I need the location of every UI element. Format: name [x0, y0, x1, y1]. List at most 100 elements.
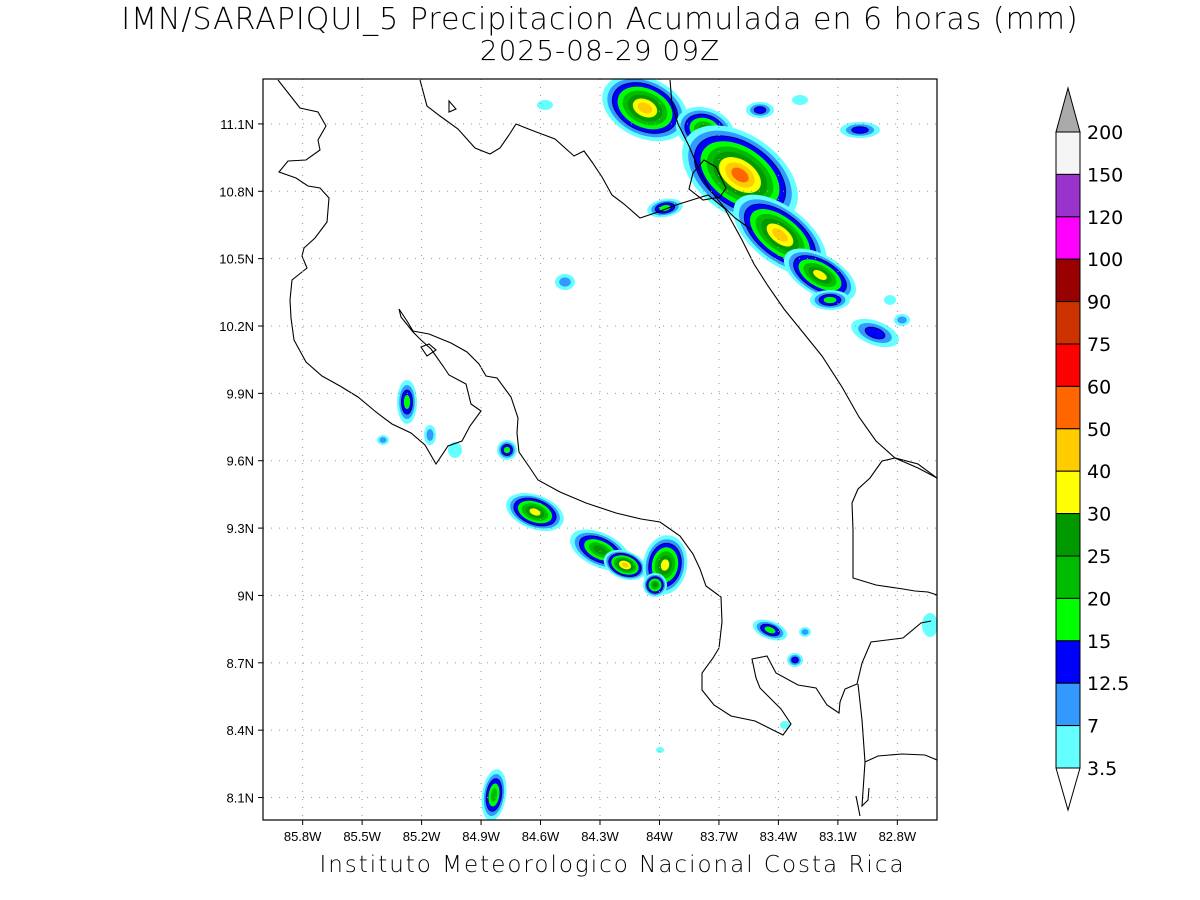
precip-contour	[593, 545, 607, 555]
precip-cell	[555, 274, 575, 290]
lat-tick-label: 8.1N	[227, 791, 254, 806]
precip-cell	[643, 573, 667, 597]
map-frame	[262, 78, 938, 821]
lon-tick-label: 83.4W	[760, 829, 798, 844]
lon-tick-label: 82.8W	[879, 829, 917, 844]
lat-tick-label: 8.4N	[227, 723, 254, 738]
nicaragua-border	[669, 79, 753, 231]
colorbar-label: 120	[1087, 207, 1123, 229]
lat-tick-label: 10.2N	[219, 319, 254, 334]
precip-cell	[810, 290, 850, 310]
island-1	[448, 99, 457, 113]
lon-tick-label: 84.9W	[462, 829, 500, 844]
lake-border	[688, 159, 727, 201]
precip-contour	[801, 629, 809, 635]
precip-contour	[791, 656, 799, 664]
precip-contour	[656, 747, 664, 753]
lat-tick-label: 9.3N	[227, 521, 254, 536]
lon-tick-label: 84W	[646, 829, 673, 844]
colorbar-swatch	[1055, 216, 1081, 260]
precip-cell	[884, 295, 896, 305]
colorbar-label: 12.5	[1087, 673, 1129, 695]
lat-tick-label: 9N	[237, 588, 254, 603]
lat-tick-label: 10.8N	[219, 184, 254, 199]
precip-cell	[481, 769, 507, 820]
precip-contour	[490, 788, 498, 802]
colorbar-label: 200	[1087, 122, 1123, 144]
lon-tick-label: 85.5W	[343, 829, 381, 844]
map-timestamp: 2025-08-29 09Z	[479, 34, 721, 67]
lon-tick-label: 85.8W	[284, 829, 322, 844]
precip-contour	[403, 395, 411, 409]
colorbar-label: 15	[1087, 631, 1111, 653]
lon-tick-label: 85.2W	[403, 829, 441, 844]
colorbar-swatch	[1055, 597, 1081, 642]
colorbar-top-arrow	[1055, 86, 1081, 133]
precip-cell	[377, 435, 389, 445]
colorbar-label: 20	[1087, 588, 1111, 610]
colorbar-swatch	[1055, 470, 1081, 515]
precipitation-field	[377, 79, 937, 820]
panama-border	[851, 457, 937, 596]
colorbar-swatch	[1055, 640, 1081, 684]
colorbar-swatch	[1055, 513, 1081, 557]
colorbar-swatch	[1055, 131, 1081, 175]
lat-tick-label: 11.1N	[220, 117, 254, 132]
precip-cell	[506, 493, 564, 531]
precip-contour	[660, 559, 670, 571]
precip-cell	[424, 425, 436, 445]
lon-tick-label: 84.6W	[522, 829, 560, 844]
precip-cell	[570, 529, 630, 571]
map-gridlines	[263, 79, 937, 820]
lat-tick-label: 8.7N	[227, 656, 254, 671]
precip-contour	[503, 446, 511, 454]
precip-contour	[753, 106, 767, 114]
colorbar-label: 90	[1087, 292, 1111, 314]
colorbar-label: 3.5	[1087, 758, 1117, 780]
colorbar-swatch	[1055, 343, 1081, 387]
precip-cell	[787, 653, 803, 667]
coastlines	[277, 79, 937, 817]
precip-contour	[448, 442, 462, 458]
precip-contour	[864, 326, 886, 340]
precip-contour	[731, 167, 749, 183]
footer-credit: Instituto Meteorologico Nacional Costa R…	[319, 852, 906, 878]
longitude-ticks: 85.8W 85.5W 85.2W 84.9W 84.6W 84.3W 84W 83.7W 83…	[284, 820, 917, 844]
precip-cell	[537, 100, 553, 110]
precip-cell	[922, 613, 937, 637]
island-2	[420, 343, 437, 357]
colorbar-swatch	[1055, 555, 1081, 599]
colorbar-label: 7	[1087, 716, 1099, 738]
precip-contour	[922, 613, 937, 637]
colorbar-label: 30	[1087, 504, 1111, 526]
precip-cell	[894, 314, 910, 326]
precip-contour	[813, 269, 827, 281]
precip-contour	[851, 126, 869, 134]
precip-cell	[752, 619, 788, 641]
precip-cell	[780, 721, 790, 729]
colorbar-label: 40	[1087, 461, 1111, 483]
lat-tick-label: 9.9N	[227, 386, 254, 401]
border-south	[857, 683, 870, 808]
peninsula-south-tip	[855, 795, 861, 817]
precip-cell	[602, 79, 688, 142]
colorbar-swatch	[1055, 682, 1081, 727]
map-title: IMN/SARAPIQUI_5 Precipitacion Acumulada …	[121, 2, 1079, 37]
colorbar-label: 50	[1087, 419, 1111, 441]
lat-tick-label: 9.6N	[227, 454, 254, 469]
precip-contour	[426, 429, 434, 441]
precip-cell	[783, 248, 857, 302]
colorbar-label: 25	[1087, 546, 1111, 568]
precip-cell	[397, 380, 417, 424]
precip-contour	[897, 316, 907, 324]
lat-tick-label: 10.5N	[219, 252, 254, 267]
precip-contour	[637, 102, 653, 114]
precip-contour	[559, 277, 571, 287]
colorbar: 200 150 120 100 90 75 60 50 40 30 25 20 15 12.5 7 3.5	[1055, 86, 1129, 812]
lon-tick-label: 83.7W	[700, 829, 738, 844]
colorbar-label: 60	[1087, 376, 1111, 398]
colorbar-swatch	[1055, 428, 1081, 472]
precip-cell	[792, 95, 808, 105]
panama-pacific-coast	[864, 753, 937, 763]
